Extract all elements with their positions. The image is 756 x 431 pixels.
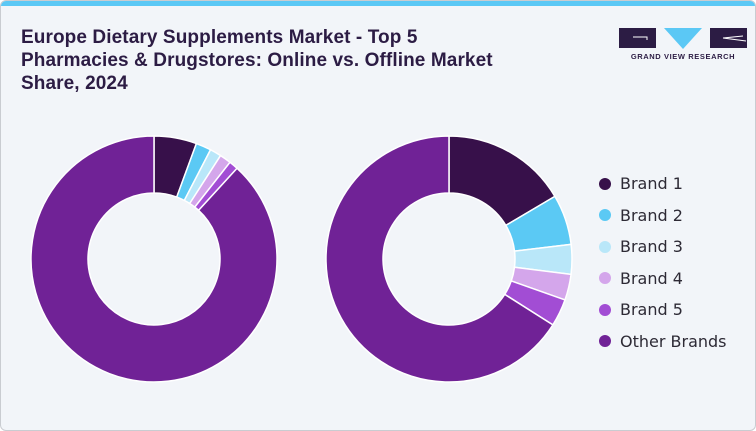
logo-mark-icon: [619, 28, 747, 49]
legend-item-other-brands[interactable]: Other Brands: [599, 326, 727, 358]
donut-slice-other-brands[interactable]: [325, 135, 554, 383]
legend-item-brand-1[interactable]: Brand 1: [599, 168, 727, 200]
legend-item-brand-5[interactable]: Brand 5: [599, 294, 727, 326]
grand-view-research-logo: GRAND VIEW RESEARCH: [619, 25, 747, 63]
legend-swatch-other-brands: [599, 335, 611, 348]
legend-label: Brand 5: [620, 300, 683, 320]
legend-item-brand-4[interactable]: Brand 4: [599, 263, 727, 295]
legend-swatch-brand-1: [599, 177, 611, 190]
donut-slice-other-brands[interactable]: [30, 135, 278, 383]
legend-label: Brand 2: [620, 205, 683, 225]
legend-item-brand-2[interactable]: Brand 2: [599, 200, 727, 232]
legend-swatch-brand-4: [599, 272, 611, 285]
legend: Brand 1 Brand 2 Brand 3 Brand 4 Brand 5 …: [599, 168, 727, 357]
logo-text: GRAND VIEW RESEARCH: [630, 52, 736, 61]
donut-chart-left: [30, 135, 278, 383]
legend-label: Brand 1: [620, 174, 683, 194]
legend-label: Brand 4: [620, 268, 683, 288]
legend-swatch-brand-3: [599, 240, 611, 253]
accent-bar: [1, 1, 755, 6]
donut-chart-right: [325, 135, 573, 383]
legend-label: Other Brands: [620, 331, 727, 351]
legend-swatch-brand-5: [599, 303, 611, 316]
legend-label: Brand 3: [620, 237, 683, 257]
legend-swatch-brand-2: [599, 209, 611, 222]
legend-item-brand-3[interactable]: Brand 3: [599, 231, 727, 263]
chart-title: Europe Dietary Supplements Market - Top …: [21, 27, 493, 94]
